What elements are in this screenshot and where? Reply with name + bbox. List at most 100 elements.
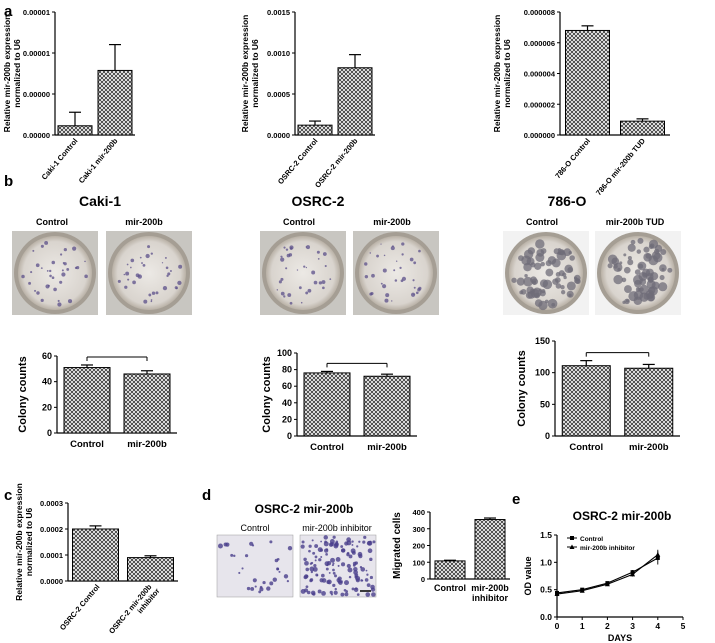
- migrated-cell: [353, 570, 358, 575]
- migrated-cell: [311, 539, 314, 542]
- chart-b-786o: 150 100 50 0 Control mir-200b Colony counts: [516, 336, 680, 453]
- transwell-images: [216, 534, 377, 598]
- colony: [34, 289, 37, 292]
- colony: [661, 267, 665, 271]
- panel-letter-c: c: [4, 487, 12, 504]
- colony: [300, 301, 303, 304]
- colony: [155, 291, 159, 295]
- y-tick-label: 0.0005: [267, 90, 290, 99]
- colony-dish-images: [12, 231, 681, 315]
- colony: [57, 299, 60, 303]
- colony: [643, 252, 653, 262]
- y-tick-label: 1.0: [540, 557, 552, 567]
- migrated-cell: [329, 590, 333, 595]
- y-tick-label: 60: [282, 381, 292, 391]
- colony: [150, 252, 153, 255]
- colony: [538, 300, 548, 311]
- colony: [141, 262, 143, 264]
- colony: [305, 246, 308, 248]
- colony: [66, 268, 70, 271]
- colony: [321, 280, 326, 284]
- colony: [40, 267, 43, 270]
- b-title-osrc2: OSRC-2: [292, 193, 345, 209]
- colony: [318, 281, 323, 285]
- panel-letter-e: e: [512, 491, 520, 508]
- colony: [413, 293, 415, 295]
- migrated-cell: [319, 578, 324, 583]
- migrated-cell: [312, 566, 318, 572]
- migrated-cell: [304, 560, 309, 566]
- colony: [418, 249, 421, 253]
- migrated-cell: [328, 571, 331, 574]
- migrated-cell: [362, 540, 366, 544]
- y-tick-label: 20: [42, 402, 52, 412]
- data-point: [655, 552, 661, 557]
- migrated-cell: [272, 577, 277, 582]
- colony: [150, 299, 153, 301]
- colony: [557, 247, 561, 252]
- colony: [280, 255, 283, 258]
- migrated-cell: [314, 555, 318, 559]
- migrated-cell: [335, 557, 341, 562]
- migrated-cell: [370, 584, 375, 590]
- colony: [630, 239, 636, 245]
- colony: [280, 257, 285, 262]
- colony: [383, 254, 386, 257]
- migrated-cell: [310, 590, 316, 596]
- colony: [637, 237, 644, 244]
- bar: [63, 367, 111, 434]
- migrated-cell: [303, 557, 307, 562]
- colony: [613, 274, 623, 285]
- colony: [306, 245, 311, 250]
- colony: [32, 249, 35, 252]
- bar: [72, 528, 119, 582]
- colony: [46, 270, 49, 272]
- colony: [316, 250, 320, 254]
- y-tick-label: 0: [47, 428, 52, 438]
- colony: [84, 260, 86, 263]
- colony: [566, 290, 574, 298]
- migrated-cell: [348, 575, 352, 579]
- y-tick-label: 0.0000: [267, 131, 290, 140]
- migrated-cell: [278, 570, 281, 573]
- colony: [617, 267, 621, 272]
- colony: [567, 266, 574, 273]
- colony: [167, 272, 171, 276]
- colony: [123, 273, 126, 276]
- colony: [613, 264, 618, 269]
- migrated-cell: [308, 549, 311, 553]
- migrated-cell: [353, 587, 359, 592]
- y-tick-label: 300: [412, 525, 425, 534]
- chart-b-osrc2: 100 80 60 40 20 0 Control mir-200b Colony counts: [261, 348, 417, 453]
- migrated-cell: [312, 551, 316, 555]
- colony: [40, 298, 44, 302]
- y-tick-label: 0.00001: [23, 49, 50, 58]
- y-tick-label: 40: [282, 398, 292, 408]
- x-tick-label: Control: [569, 442, 603, 453]
- colony: [322, 286, 325, 290]
- y-tick-label: 0.000002: [524, 100, 555, 109]
- dish-well: [266, 236, 340, 310]
- bar: [303, 372, 351, 437]
- migrated-cell: [350, 548, 356, 554]
- y-tick-label: 150: [535, 336, 550, 346]
- x-tick-label: inhibitor: [472, 593, 508, 603]
- y-axis-label: Colony counts: [17, 356, 29, 432]
- bar: [561, 365, 611, 437]
- x-tick-label: 3: [630, 621, 635, 631]
- colony: [557, 251, 561, 255]
- colony: [148, 293, 152, 297]
- migrated-cell: [304, 574, 309, 579]
- colony: [303, 265, 306, 268]
- migrated-cell: [314, 559, 317, 562]
- panel-letter-a: a: [4, 3, 13, 20]
- colony: [145, 253, 150, 259]
- bar: [624, 367, 674, 437]
- colony: [623, 253, 627, 257]
- b-dish-label-osrc2-mir: mir-200b: [373, 217, 411, 227]
- y-tick-label: 60: [42, 351, 52, 361]
- colony: [562, 272, 567, 277]
- y-tick-label: 0.0010: [267, 49, 290, 58]
- colony: [545, 268, 554, 277]
- colony: [305, 266, 308, 269]
